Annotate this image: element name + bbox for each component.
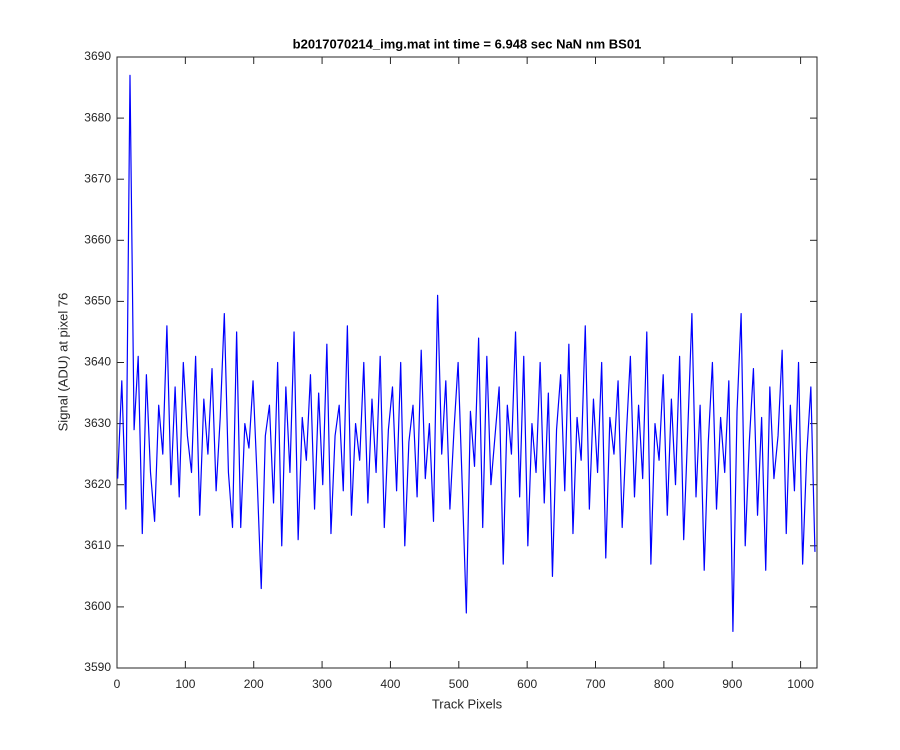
x-tick-label: 1000	[787, 677, 814, 691]
x-tick-label: 800	[654, 677, 674, 691]
y-tick-label: 3590	[84, 660, 111, 674]
y-tick-label: 3650	[84, 294, 111, 308]
x-axis-label: Track Pixels	[432, 696, 503, 711]
y-tick-label: 3600	[84, 599, 111, 613]
x-tick-label: 400	[380, 677, 400, 691]
y-tick-label: 3680	[84, 110, 111, 124]
data-line	[117, 74, 816, 632]
x-tick-label: 900	[722, 677, 742, 691]
x-tick-label: 500	[449, 677, 469, 691]
x-tick-label: 0	[114, 677, 121, 691]
y-tick-label: 3620	[84, 477, 111, 491]
y-tick-label: 3690	[84, 49, 111, 63]
x-tick-label: 200	[244, 677, 264, 691]
x-tick-label: 700	[586, 677, 606, 691]
x-tick-label: 100	[175, 677, 195, 691]
y-tick-label: 3670	[84, 171, 111, 185]
x-tick-label: 600	[517, 677, 537, 691]
x-tick-label: 300	[312, 677, 332, 691]
y-tick-label: 3640	[84, 355, 111, 369]
y-tick-label: 3660	[84, 232, 111, 246]
y-axis-label: Signal (ADU) at pixel 76	[55, 293, 70, 432]
y-tick-label: 3630	[84, 416, 111, 430]
chart-title: b2017070214_img.mat int time = 6.948 sec…	[293, 36, 642, 51]
y-tick-label: 3610	[84, 538, 111, 552]
